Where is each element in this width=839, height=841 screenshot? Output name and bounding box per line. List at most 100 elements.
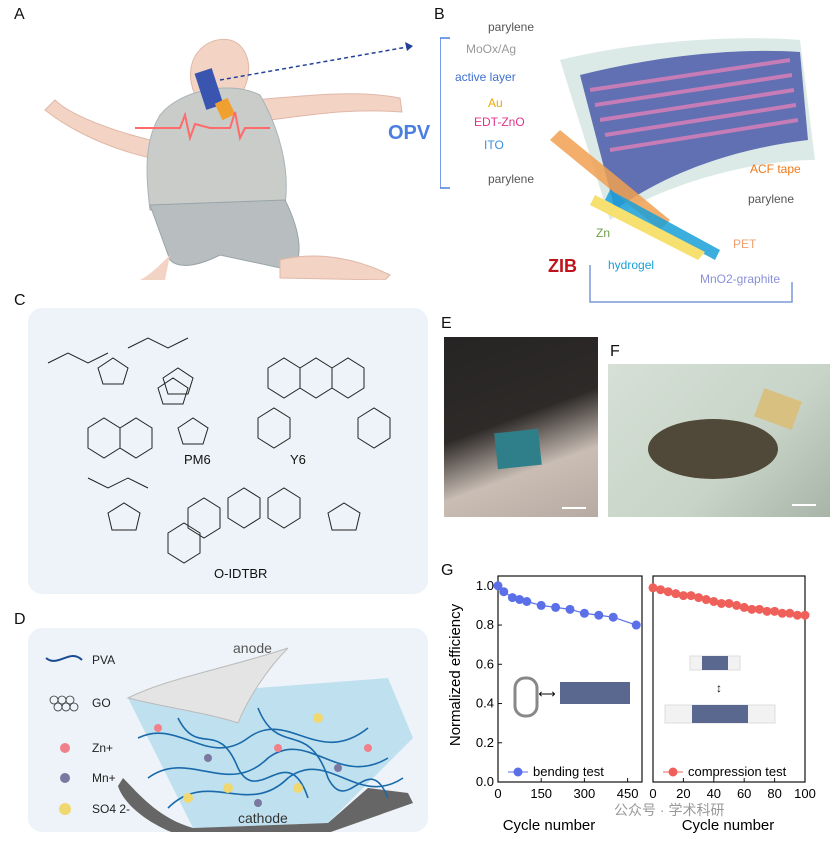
svg-text:⟷: ⟷ [538, 687, 555, 701]
data-point [631, 620, 641, 630]
device-on-skin [494, 428, 542, 470]
data-point [507, 593, 517, 603]
x-axis-label-left: Cycle number [503, 817, 596, 834]
plot-frame [652, 575, 806, 783]
molecule-label-y6: Y6 [290, 452, 306, 467]
data-point [762, 606, 772, 616]
data-point [536, 600, 546, 610]
data-point [551, 602, 561, 612]
electrode-tab [754, 388, 802, 430]
compression-inset: ↕ [664, 655, 776, 724]
layer-stack-diagram [440, 37, 815, 303]
opv-patch [194, 68, 224, 110]
data-point [739, 602, 749, 612]
data-point [792, 610, 802, 620]
scale-bar-e [562, 507, 586, 509]
layer-label-acf: ACF tape [750, 162, 801, 176]
legend-mn: Mn+ [92, 771, 116, 785]
panel-label-e: E [441, 315, 452, 332]
data-point [800, 610, 810, 620]
svg-text:↕: ↕ [716, 681, 722, 695]
data-point [701, 595, 711, 605]
x-tick-label: 150 [530, 786, 552, 801]
layer-label-ito: ITO [484, 138, 504, 152]
data-point [515, 595, 525, 605]
layer-label-parylene-top: parylene [488, 20, 535, 34]
legend-so4: SO4 2- [92, 802, 131, 816]
x-tick-label: 60 [737, 786, 751, 801]
plot-bending: 0 150 300 450 0.0 0.2 0.4 0.6 0.8 1.0 bending test [476, 575, 643, 801]
data-point [770, 606, 780, 616]
photo-folded-device [608, 364, 830, 517]
anode-label: anode [233, 640, 272, 656]
layer-label-active: active layer [455, 70, 516, 84]
data-point [579, 608, 589, 618]
x-tick-label: 40 [707, 786, 721, 801]
legend-marker [668, 767, 678, 777]
y-tick-label: 0.0 [476, 774, 494, 789]
legend-label: compression test [688, 764, 787, 779]
layer-label-hydrogel: hydrogel [608, 258, 655, 272]
data-point [656, 585, 666, 595]
layer-label-zn: Zn [596, 226, 611, 240]
scale-bar-f [792, 504, 816, 506]
molecule-panel: PM6 Y6 O-IDTBR [28, 308, 428, 594]
data-point [565, 604, 575, 614]
layer-label-au: Au [488, 96, 503, 110]
x-tick-label: 100 [794, 786, 816, 801]
panel-label-f: F [610, 343, 620, 360]
x-tick-label: 450 [617, 786, 639, 801]
data-point [709, 597, 719, 607]
y-tick-label: 0.8 [476, 617, 494, 632]
panel-label-d: D [14, 611, 26, 628]
electrolyte-panel: PVA GO Zn+ Mn+ SO4 2- anode cathode [28, 628, 428, 838]
plot-compression: 0 20 40 60 80 100 compression test [648, 575, 816, 801]
data-point [716, 598, 726, 608]
bending-inset: ⟷ [513, 676, 630, 718]
data-point [648, 583, 658, 593]
layer-label-parylene-right: parylene [748, 192, 795, 206]
data-point [663, 587, 673, 597]
panel-label-g: G [441, 562, 454, 579]
x-tick-label: 20 [676, 786, 690, 801]
molecule-drawings [47, 337, 391, 564]
y-axis-label: Normalized efficiency [447, 603, 464, 746]
layer-label-moox: MoOx/Ag [466, 42, 517, 56]
hydrogel-schematic [45, 647, 413, 838]
data-point [608, 612, 618, 622]
panel-label-b: B [434, 6, 445, 23]
photo-skin-device [444, 337, 598, 517]
data-point [754, 604, 764, 614]
layer-label-parylene-bottom: parylene [488, 172, 535, 186]
data-point [785, 608, 795, 618]
data-point [522, 597, 532, 607]
data-point [777, 608, 787, 618]
cathode-label: cathode [238, 810, 288, 826]
y-tick-label: 0.2 [476, 735, 494, 750]
x-tick-label: 300 [574, 786, 596, 801]
efficiency-chart: Normalized efficiency 0 150 300 450 0.0 0.2 0.… [447, 575, 816, 834]
y-tick-label: 0.4 [476, 696, 494, 711]
panel-label-c: C [14, 292, 26, 309]
legend-go: GO [92, 696, 111, 710]
data-point [678, 591, 688, 601]
x-tick-label: 0 [649, 786, 656, 801]
x-tick-label: 80 [767, 786, 781, 801]
data-point [671, 589, 681, 599]
layer-label-mno2: MnO2-graphite [700, 272, 781, 286]
data-point [594, 610, 604, 620]
data-point [694, 593, 704, 603]
legend-zn: Zn+ [92, 741, 114, 755]
data-point [499, 587, 509, 597]
y-tick-label: 1.0 [476, 578, 494, 593]
opv-label: OPV [388, 122, 431, 144]
layer-label-edt-zno: EDT-ZnO [474, 115, 525, 129]
legend-label: bending test [533, 764, 604, 779]
data-point [747, 604, 757, 614]
data-point [493, 581, 503, 591]
data-point [686, 591, 696, 601]
x-tick-label: 0 [494, 786, 501, 801]
watermark: 公众号 · 学术科研 [614, 802, 725, 818]
layer-label-pet: PET [733, 237, 757, 251]
molecule-label-o-idtbr: O-IDTBR [214, 566, 268, 581]
